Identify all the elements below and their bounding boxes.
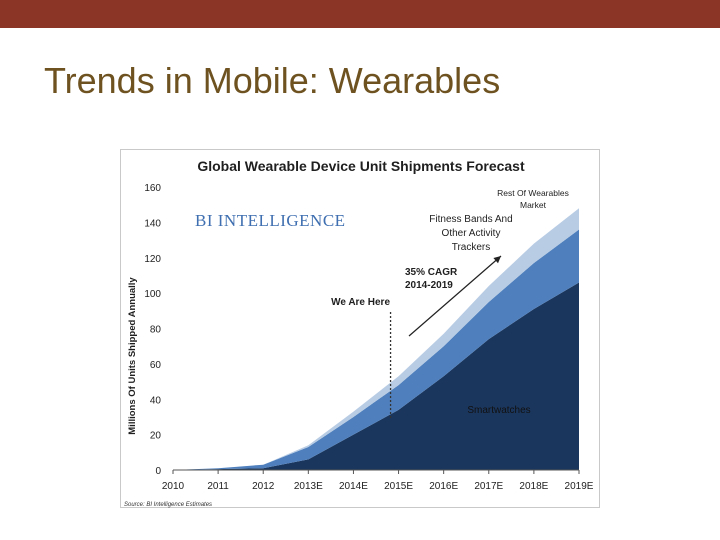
cagr-arrow: [408, 255, 502, 337]
y-tick-label: 60: [150, 360, 162, 371]
y-tick-label: 140: [144, 218, 161, 229]
annotations-group: We Are Here 35% CAGR 2014-2019 Fitness B…: [331, 188, 569, 419]
smartwatches-label: Smartwatches: [467, 405, 530, 416]
x-tick-label: 2012: [252, 481, 275, 492]
y-tick-label: 80: [150, 325, 162, 336]
axes-group: 0 20 40 60 80 100 120 140 160 2010 2011 2012 2013E 20…: [144, 183, 593, 492]
chart-frame: Global Wearable Device Unit Shipments Fo…: [120, 149, 600, 508]
x-tick-label: 2016E: [429, 481, 458, 492]
we-are-here-label: We Are Here: [331, 297, 390, 308]
cagr-arrow-head: [493, 256, 501, 264]
chart-title: Global Wearable Device Unit Shipments Fo…: [197, 158, 525, 174]
fitness-label-line3: Trackers: [452, 242, 491, 253]
y-axis-label: Millions Of Units Shipped Annually: [127, 277, 138, 435]
area-series-smartwatches: [173, 282, 579, 470]
bi-intelligence-logo: BI INTELLIGENCE: [195, 211, 346, 230]
y-tick-label: 0: [155, 466, 161, 477]
x-tick-label: 2010: [162, 481, 185, 492]
y-tick-label: 40: [150, 395, 162, 406]
x-tick-label: 2015E: [384, 481, 413, 492]
chart-source: Source: BI Intelligence Estimates: [124, 502, 212, 508]
x-tick-label: 2014E: [339, 481, 368, 492]
top-accent-bar: [0, 0, 720, 28]
y-tick-label: 160: [144, 183, 161, 194]
x-tick-label: 2011: [207, 481, 229, 492]
x-tick-label: 2017E: [474, 481, 503, 492]
fitness-label-line2: Other Activity: [442, 228, 501, 239]
y-tick-label: 20: [150, 431, 162, 442]
x-tick-label: 2019E: [565, 481, 594, 492]
y-tick-label: 100: [144, 289, 161, 300]
area-series-fitness-bands-and-other-activity-trackers: [173, 229, 579, 470]
x-tick-label: 2013E: [294, 481, 323, 492]
area-series-group: [173, 208, 579, 470]
fitness-label-line1: Fitness Bands And: [429, 214, 512, 225]
rest-label-line1: Rest Of Wearables: [497, 188, 569, 198]
wearables-area-chart: Global Wearable Device Unit Shipments Fo…: [124, 158, 594, 508]
rest-label-line2: Market: [520, 200, 547, 210]
y-tick-label: 120: [144, 254, 161, 265]
slide-title: Trends in Mobile: Wearables: [44, 60, 501, 101]
x-tick-label: 2018E: [519, 481, 548, 492]
cagr-label-line1: 35% CAGR: [405, 267, 458, 278]
cagr-label-line2: 2014-2019: [405, 280, 453, 291]
